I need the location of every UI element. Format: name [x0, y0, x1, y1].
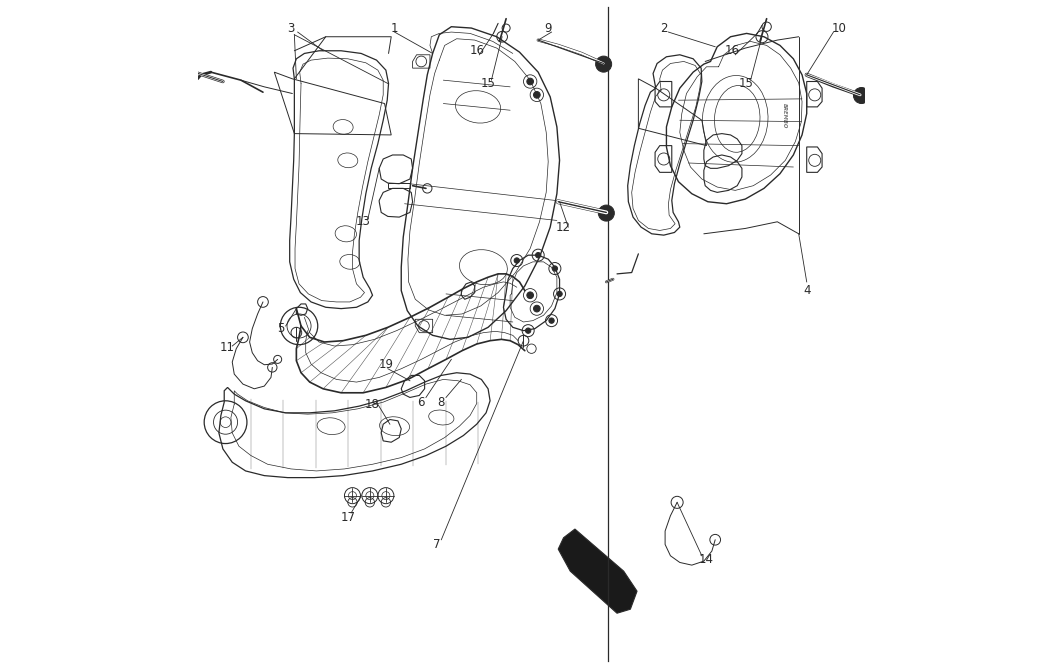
- Text: 7: 7: [433, 538, 440, 551]
- Text: 5: 5: [277, 322, 285, 335]
- Text: 18: 18: [365, 397, 379, 411]
- Text: BREMBO: BREMBO: [782, 103, 787, 128]
- Text: 9: 9: [544, 21, 552, 35]
- Text: 15: 15: [480, 77, 495, 90]
- Circle shape: [525, 328, 530, 333]
- Text: 13: 13: [356, 215, 371, 228]
- Text: 19: 19: [378, 357, 393, 371]
- Text: 12: 12: [556, 220, 571, 234]
- Text: 6: 6: [418, 395, 425, 409]
- Circle shape: [552, 266, 558, 271]
- Text: 16: 16: [469, 43, 485, 57]
- Circle shape: [536, 253, 541, 258]
- Circle shape: [595, 56, 611, 72]
- Circle shape: [534, 92, 540, 98]
- Text: 3: 3: [287, 21, 294, 35]
- Circle shape: [549, 318, 554, 323]
- Text: 14: 14: [699, 553, 714, 566]
- Circle shape: [527, 78, 534, 85]
- Circle shape: [527, 292, 534, 299]
- Text: 10: 10: [831, 21, 846, 35]
- Text: 2: 2: [660, 21, 668, 35]
- Text: 17: 17: [340, 511, 355, 524]
- Circle shape: [557, 291, 562, 297]
- Circle shape: [598, 205, 614, 221]
- Circle shape: [534, 305, 540, 312]
- Polygon shape: [558, 529, 637, 613]
- Text: 15: 15: [739, 77, 754, 90]
- Text: 1: 1: [391, 21, 399, 35]
- Text: 8: 8: [438, 395, 445, 409]
- Circle shape: [514, 258, 520, 263]
- Circle shape: [854, 88, 870, 104]
- Text: 16: 16: [724, 43, 740, 57]
- Text: 4: 4: [803, 284, 810, 297]
- Text: 11: 11: [219, 341, 235, 354]
